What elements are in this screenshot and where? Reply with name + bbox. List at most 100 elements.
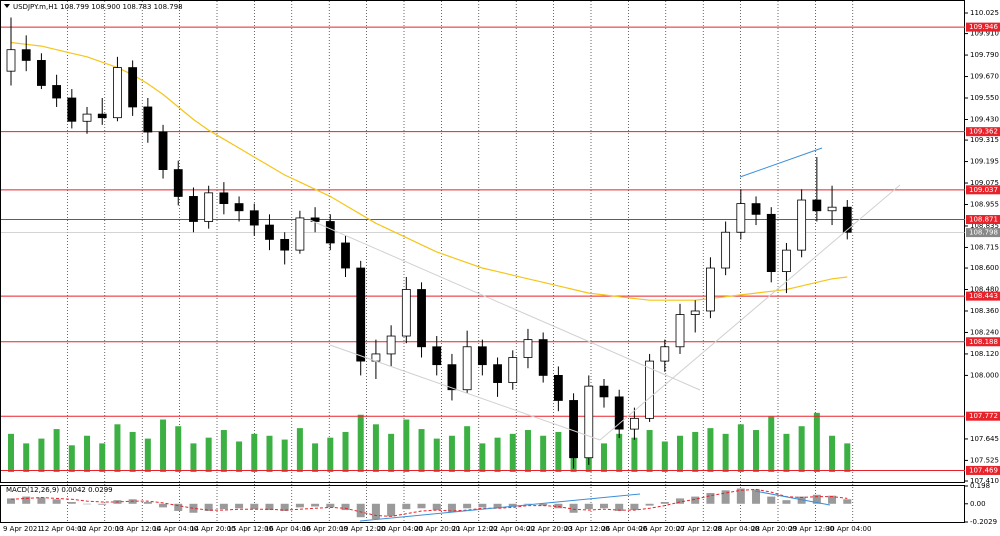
x-tick-label: 23 Apr 12:00: [564, 525, 610, 533]
macd-bar: [508, 503, 517, 507]
y-tick-label: 107.410: [970, 477, 999, 485]
candle-body: [477, 346, 487, 366]
candle-body: [386, 335, 396, 355]
candle-body: [52, 85, 62, 99]
candle-body: [325, 221, 335, 244]
candle-body: [462, 346, 472, 391]
candle-body: [553, 375, 563, 401]
candle-body: [842, 206, 852, 233]
y-tick-label: 109.790: [970, 51, 999, 59]
x-tick-label: 21 Apr 12:00: [452, 525, 498, 533]
x-tick-label: 26 Apr 20:00: [639, 525, 685, 533]
candle-body: [204, 192, 214, 222]
level-label: 109.037: [969, 186, 998, 194]
volume-bar: [631, 437, 638, 472]
symbol-icon: [4, 4, 10, 8]
candle-body: [584, 385, 594, 459]
level-label: 109.362: [969, 128, 998, 136]
y-tick-label: 109.315: [970, 136, 999, 144]
volume-bar: [266, 435, 273, 472]
x-tick-label: 14 Apr 04:00: [153, 525, 199, 533]
candle-body: [143, 106, 153, 133]
volume-bar: [783, 433, 790, 472]
level-tag: [966, 215, 1000, 225]
macd-bar: [736, 488, 745, 504]
channel-line: [329, 344, 601, 441]
x-tick-label: 22 Apr 20:00: [527, 525, 573, 533]
y-tick-label: 109.430: [970, 115, 999, 123]
macd-bar: [660, 501, 669, 504]
volume-bar: [600, 443, 607, 472]
x-tick-label: 13 Apr 12:00: [115, 525, 161, 533]
macd-signal: [10, 488, 848, 517]
x-tick-label: 26 Apr 04:00: [601, 525, 647, 533]
macd-bar: [432, 503, 441, 511]
x-tick-label: 30 Apr 04:00: [826, 525, 872, 533]
candle-body: [493, 364, 502, 383]
candle-body: [569, 400, 578, 459]
macd-bar: [98, 503, 107, 505]
level-tag: [966, 337, 1000, 347]
macd-label: MACD(12,26,9) 0.0042 0.0299: [6, 486, 113, 494]
macd-bar: [691, 496, 700, 504]
macd-bar: [615, 503, 624, 511]
candle-body: [812, 199, 822, 212]
macd-bar: [83, 503, 92, 505]
y-tick-label: 108.715: [970, 243, 999, 251]
macd-bar: [174, 503, 183, 511]
macd-bar: [493, 503, 502, 509]
volume-bar: [251, 433, 258, 472]
volume-bar: [8, 433, 14, 472]
macd-bar: [219, 503, 228, 510]
macd-bar: [539, 503, 548, 506]
volume-bar: [114, 424, 121, 472]
y-tick-label: 107.645: [970, 435, 999, 443]
volume-bar: [38, 438, 45, 472]
macd-bar: [584, 503, 593, 510]
macd-bar: [676, 498, 685, 504]
volume-bar: [494, 437, 501, 472]
volume-bar: [236, 441, 243, 472]
volume-bar: [175, 426, 182, 472]
candle-body: [432, 346, 442, 366]
candle-body: [523, 339, 533, 358]
macd-bar: [311, 503, 320, 507]
volume-bar: [448, 435, 455, 472]
level-tag: [966, 465, 1000, 475]
y-tick-label: 107.525: [970, 456, 999, 464]
x-tick-label: 9 Apr 2021: [3, 525, 42, 533]
macd-bar: [326, 503, 335, 508]
macd-bar: [371, 503, 380, 520]
macd-frame: [0, 485, 965, 523]
candle-body: [249, 210, 259, 226]
macd-bar: [280, 503, 289, 511]
volume-bar: [798, 426, 805, 472]
y-tick-label: 108.835: [970, 222, 999, 230]
candle-body: [310, 217, 320, 222]
macd-bar: [812, 494, 821, 504]
x-tick-label: 22 Apr 04:00: [489, 525, 535, 533]
candle-body: [660, 346, 670, 362]
macd-bar: [341, 503, 350, 511]
candle-body: [645, 360, 655, 419]
level-tag: [966, 22, 1000, 32]
macd-bar: [752, 489, 761, 504]
macd-bar: [721, 490, 730, 504]
level-label: 107.772: [969, 412, 998, 420]
candle-body: [113, 67, 122, 119]
channel-line: [309, 219, 701, 391]
candle-body: [97, 113, 107, 119]
candle-body: [21, 49, 31, 61]
level-label: 108.871: [969, 216, 998, 224]
macd-bar: [630, 503, 639, 511]
channel-line: [599, 184, 901, 441]
volume-bar: [646, 430, 653, 472]
volume-bar: [479, 443, 486, 472]
macd-y-tick-label: 0.198: [970, 482, 990, 490]
volume-bar: [68, 445, 75, 472]
chart-title: USDJPY.m,H1 108.799 108.900 108.783 108.…: [13, 3, 183, 11]
macd-bar: [67, 501, 76, 504]
macd-bar: [599, 503, 608, 509]
volume-bar: [53, 429, 60, 472]
volume-bar: [327, 437, 334, 472]
